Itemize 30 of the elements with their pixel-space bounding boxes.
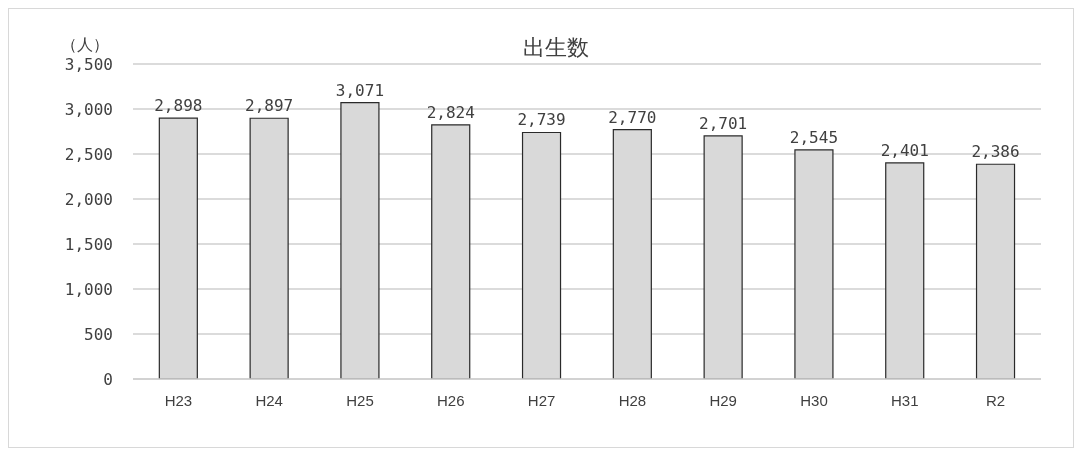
y-tick-label: 0 <box>103 369 113 389</box>
y-tick-label: 1,500 <box>64 234 113 254</box>
x-tick-label: R2 <box>986 391 1006 409</box>
data-label: 2,386 <box>971 142 1020 162</box>
y-tick-label: 2,000 <box>64 189 113 209</box>
data-label: 2,897 <box>245 96 294 116</box>
data-label: 2,824 <box>426 102 475 122</box>
x-tick-label: H25 <box>346 391 374 409</box>
x-tick-label: H23 <box>164 391 193 409</box>
x-tick-label: H27 <box>527 391 556 409</box>
x-tick-label: H26 <box>437 391 465 409</box>
x-tick-label: H30 <box>800 391 828 409</box>
data-label: 2,701 <box>699 113 748 133</box>
y-tick-label: 3,000 <box>64 99 113 119</box>
y-tick-label: 3,500 <box>64 54 113 74</box>
y-axis-title: （人） <box>61 35 109 55</box>
data-label: 2,898 <box>154 96 203 116</box>
data-label: 2,401 <box>880 140 929 160</box>
y-tick-label: 1,000 <box>64 279 113 299</box>
data-label: 3,071 <box>335 80 385 100</box>
x-tick-label: H24 <box>255 391 283 409</box>
data-label: 2,739 <box>517 110 566 130</box>
x-tick-label: H31 <box>891 391 919 409</box>
chart-title: 出生数 <box>523 34 589 62</box>
x-tick-label: H28 <box>618 391 647 409</box>
y-tick-label: 2,500 <box>64 144 113 164</box>
y-tick-label: 500 <box>84 324 113 344</box>
data-label: 2,545 <box>789 127 839 147</box>
data-label: 2,770 <box>608 107 657 127</box>
x-tick-label: H29 <box>709 391 737 409</box>
